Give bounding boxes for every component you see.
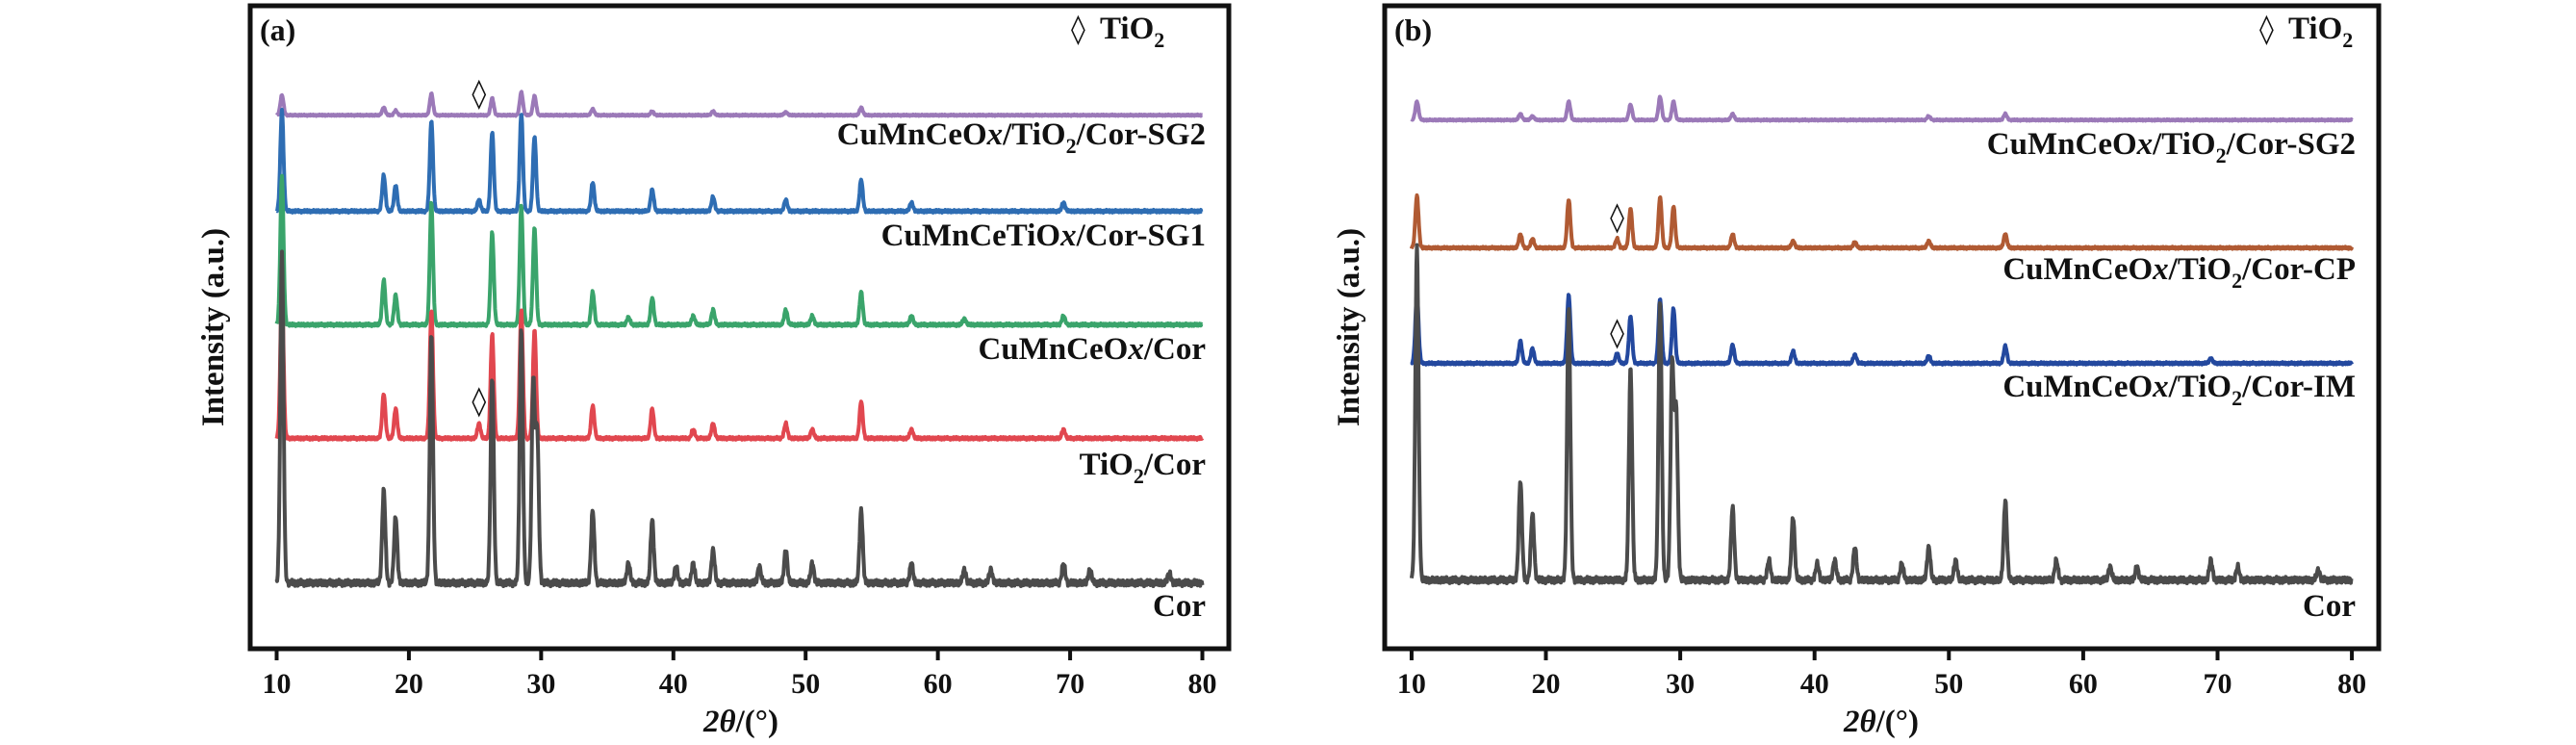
x-tick-label: 40	[1800, 668, 1829, 700]
series-label: CuMnCeOx/TiO2/Cor-SG2	[1987, 127, 2356, 167]
series-line	[274, 249, 1205, 589]
series-label: CuMnCeOx/Cor	[979, 332, 1207, 367]
x-tick-label: 40	[659, 668, 688, 700]
tio2-peak-marker: ◊	[472, 77, 486, 111]
x-axis-title-b: 2θ/(°)	[1843, 705, 1919, 739]
legend-marker-b: ◊	[2259, 13, 2274, 46]
legend-a: ◊ TiO2	[1071, 12, 1164, 52]
tio2-peak-marker: ◊	[1610, 200, 1624, 234]
series-line	[1409, 243, 2354, 586]
tio2-markers-b: ◊◊	[1610, 200, 1624, 349]
series-line	[274, 90, 1204, 118]
x-tick-label: 20	[1532, 668, 1561, 700]
legend-label-a: TiO2	[1100, 12, 1164, 52]
x-ticks-a: 10 20 30 40 50 60 70 80	[262, 649, 1217, 700]
series-line	[274, 173, 1204, 328]
x-tick-label: 70	[1056, 668, 1084, 700]
x-tick-label: 30	[526, 668, 555, 700]
legend-marker-a: ◊	[1071, 13, 1085, 46]
panel-b: (b) ◊ TiO2 Intensity (a.u.) 2θ/(°) 10 20 3…	[1332, 3, 2382, 739]
series-line	[1409, 193, 2355, 251]
series-label: TiO2/Cor	[1080, 448, 1206, 488]
x-tick-label: 80	[2337, 668, 2366, 700]
panel-label-a: (a)	[260, 13, 295, 47]
legend-label-b: TiO2	[2288, 12, 2353, 52]
x-tick-label: 10	[1397, 668, 1426, 700]
series-line	[1410, 293, 2354, 367]
series-label: CuMnCeOx/TiO2/Cor-IM	[2002, 370, 2356, 410]
tio2-peak-marker: ◊	[472, 385, 486, 419]
y-axis-title-a: Intensity (a.u.)	[196, 228, 231, 426]
series-group-a	[274, 90, 1205, 589]
x-tick-label: 80	[1188, 668, 1217, 700]
x-tick-label: 10	[262, 668, 291, 700]
series-line	[274, 287, 1205, 442]
series-label: CuMnCeTiOx/Cor-SG1	[881, 218, 1206, 253]
x-tick-label: 50	[1934, 668, 1963, 700]
tio2-markers-a: ◊◊	[472, 77, 486, 418]
series-group-b	[1409, 94, 2355, 586]
x-tick-label: 50	[791, 668, 820, 700]
series-labels-b: CuMnCeOx/TiO2/Cor-SG2 CuMnCeOx/TiO2/Cor-C…	[1987, 127, 2356, 624]
panel-label-b: (b)	[1394, 13, 1432, 47]
series-line	[275, 108, 1204, 215]
plot-frame-b	[1382, 3, 2382, 652]
x-tick-label: 60	[2069, 668, 2098, 700]
x-ticks-b: 10 20 30 40 50 60 70 80	[1397, 649, 2366, 700]
series-label: Cor	[1153, 589, 1206, 624]
y-axis-title-b: Intensity (a.u.)	[1332, 228, 1366, 426]
x-tick-label: 30	[1666, 668, 1695, 700]
x-tick-label: 70	[2203, 668, 2232, 700]
series-labels-a: CuMnCeOx/TiO2/Cor-SG2 CuMnCeTiOx/Cor-SG1 C…	[837, 117, 1206, 624]
series-line	[1410, 94, 2354, 123]
x-axis-title-a: 2θ/(°)	[702, 705, 778, 739]
tio2-peak-marker: ◊	[1610, 316, 1624, 349]
plot-frame-a	[247, 3, 1232, 652]
series-label: CuMnCeOx/TiO2/Cor-SG2	[837, 117, 1206, 158]
series-label: CuMnCeOx/TiO2/Cor-CP	[2002, 252, 2356, 293]
legend-b: ◊ TiO2	[2259, 12, 2353, 52]
series-label: Cor	[2303, 589, 2356, 624]
x-tick-label: 60	[924, 668, 953, 700]
panel-a: (a) ◊ TiO2 Intensity (a.u.) 2θ/(°) 10 20 3…	[196, 3, 1232, 739]
x-tick-label: 20	[395, 668, 423, 700]
